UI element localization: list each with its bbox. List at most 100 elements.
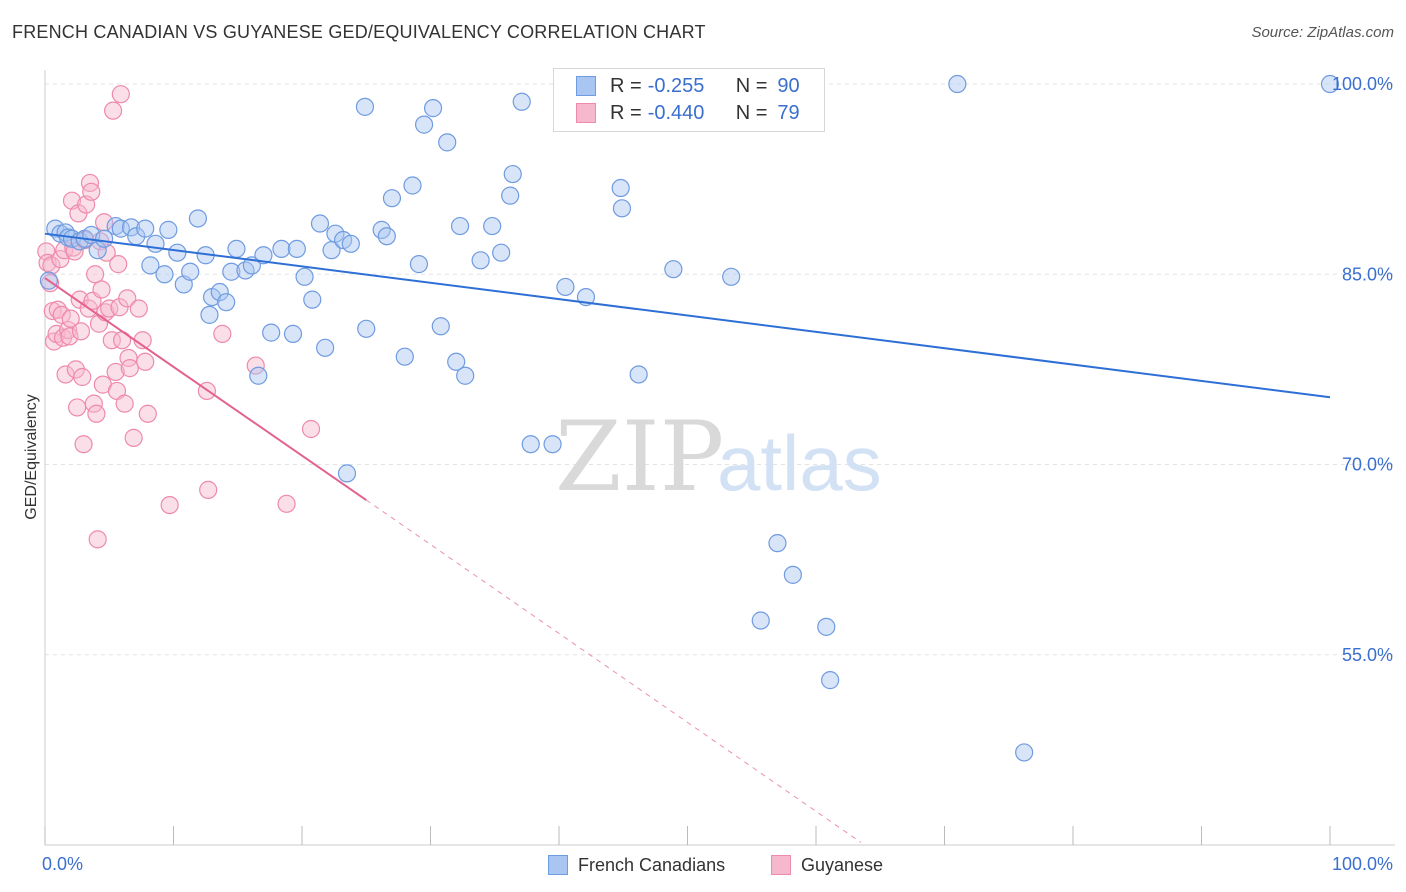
- french-canadian-point: [722, 267, 741, 286]
- n-value: 79: [777, 101, 800, 124]
- french-canadian-point: [438, 133, 457, 152]
- correlation-legend: R = -0.255 N = 90 R = -0.440 N = 79: [553, 68, 825, 132]
- french-canadian-point: [141, 256, 160, 275]
- french-canadian-point: [543, 435, 562, 454]
- french-canadian-point: [395, 347, 414, 366]
- guyanese-point: [160, 495, 179, 515]
- french-canadian-point: [948, 74, 967, 94]
- french-canadian-point: [310, 214, 330, 233]
- y-tick-label: 85.0%: [1342, 264, 1393, 284]
- french-canadian-points: [39, 74, 1340, 762]
- r-value: -0.255: [647, 74, 705, 97]
- french-canadian-point: [262, 323, 281, 342]
- y-tick-label: 55.0%: [1342, 645, 1393, 665]
- french-canadian-point: [664, 260, 683, 279]
- guyanese-point: [199, 480, 218, 499]
- french-canadian-point: [377, 227, 396, 246]
- french-canadian-point: [556, 277, 575, 297]
- guyanese-point: [82, 182, 101, 201]
- guyanese-point: [51, 249, 70, 269]
- guyanese-trend: [44, 277, 367, 501]
- french-canadian-point: [222, 262, 241, 281]
- french-canadian-point: [431, 317, 450, 336]
- legend-row-french-canadians: R = -0.255 N = 90: [576, 73, 818, 99]
- watermark: ZIP atlas: [555, 401, 882, 513]
- guyanese-point: [277, 494, 296, 513]
- guyanese-point: [71, 322, 91, 341]
- french-canadian-point: [249, 366, 268, 385]
- bottom-legend-french-canadians: French Canadians: [548, 853, 725, 877]
- french-canadian-point: [159, 220, 178, 239]
- french-canadian-point: [337, 464, 357, 483]
- guyanese-point: [115, 394, 134, 413]
- french-canadian-point: [501, 186, 520, 205]
- french-canadian-point: [316, 338, 335, 357]
- r-label: R =: [610, 101, 642, 124]
- legend-label: French Canadians: [578, 854, 726, 875]
- guyanese-point: [74, 435, 93, 454]
- french-canadian-point: [382, 189, 402, 208]
- french-canadian-point: [287, 239, 306, 259]
- guyanese-point: [129, 299, 148, 318]
- french-canadian-point: [303, 290, 322, 309]
- trend-lines: [44, 232, 1331, 843]
- french-canadian-point: [821, 671, 840, 690]
- french-canadian-point: [168, 243, 187, 262]
- guyanese-point: [301, 419, 321, 439]
- guyanese-point: [111, 85, 130, 104]
- guyanese-point: [60, 327, 79, 346]
- x-tick-label: 0.0%: [42, 854, 83, 874]
- pink-swatch: [771, 855, 791, 875]
- french-canadian-point: [155, 265, 174, 284]
- french-canadian-point: [483, 216, 502, 236]
- guyanese-point: [102, 331, 121, 350]
- guyanese-point: [124, 428, 143, 447]
- y-axis-label: GED/Equivalency: [23, 394, 40, 519]
- french-canadian-point: [409, 255, 429, 274]
- guyanese-point: [86, 265, 105, 284]
- guyanese-point: [92, 280, 111, 299]
- guyanese-point: [88, 530, 107, 549]
- french-canadian-point: [456, 366, 475, 385]
- guyanese-point: [68, 398, 87, 417]
- guyanese-point: [61, 309, 80, 328]
- french-canadian-point: [1015, 743, 1034, 762]
- guyanese-point: [52, 305, 71, 324]
- french-canadian-point: [146, 234, 165, 253]
- french-canadian-point: [403, 176, 422, 195]
- french-canadian-point: [414, 115, 434, 134]
- french-canadian-point: [254, 246, 273, 265]
- watermark-atlas: atlas: [717, 419, 882, 507]
- french-canadian-trend: [44, 232, 1331, 399]
- french-canadian-point: [423, 99, 443, 118]
- french-canadian-point: [629, 365, 648, 384]
- blue-swatch: [576, 76, 596, 96]
- guyanese-point: [59, 320, 78, 340]
- french-canadian-point: [783, 565, 802, 584]
- guyanese-point: [106, 362, 125, 382]
- french-canadian-point: [1320, 74, 1340, 94]
- french-canadian-point: [46, 219, 65, 238]
- french-canadian-point: [272, 239, 291, 259]
- french-canadian-point: [106, 216, 125, 236]
- french-canadian-point: [283, 324, 303, 343]
- r-label: R =: [610, 74, 642, 97]
- blue-swatch: [548, 855, 568, 875]
- y-tick-label: 100.0%: [1332, 74, 1393, 94]
- french-canadian-point: [521, 435, 540, 454]
- french-canadian-point: [200, 305, 219, 324]
- french-canadian-point: [136, 219, 155, 238]
- french-canadian-point: [447, 352, 466, 371]
- n-value: 90: [777, 74, 800, 97]
- pink-swatch: [576, 103, 596, 123]
- french-canadian-point: [295, 267, 314, 286]
- guyanese-trend-extension: [365, 499, 862, 843]
- r-value: -0.440: [647, 101, 705, 124]
- french-canadian-point: [503, 164, 522, 184]
- french-canadian-point: [121, 218, 141, 237]
- french-canadian-point: [181, 262, 200, 281]
- french-canadian-point: [217, 293, 236, 312]
- watermark-zip: ZIP: [555, 401, 724, 513]
- french-canadian-point: [95, 229, 114, 248]
- guyanese-point: [66, 360, 85, 379]
